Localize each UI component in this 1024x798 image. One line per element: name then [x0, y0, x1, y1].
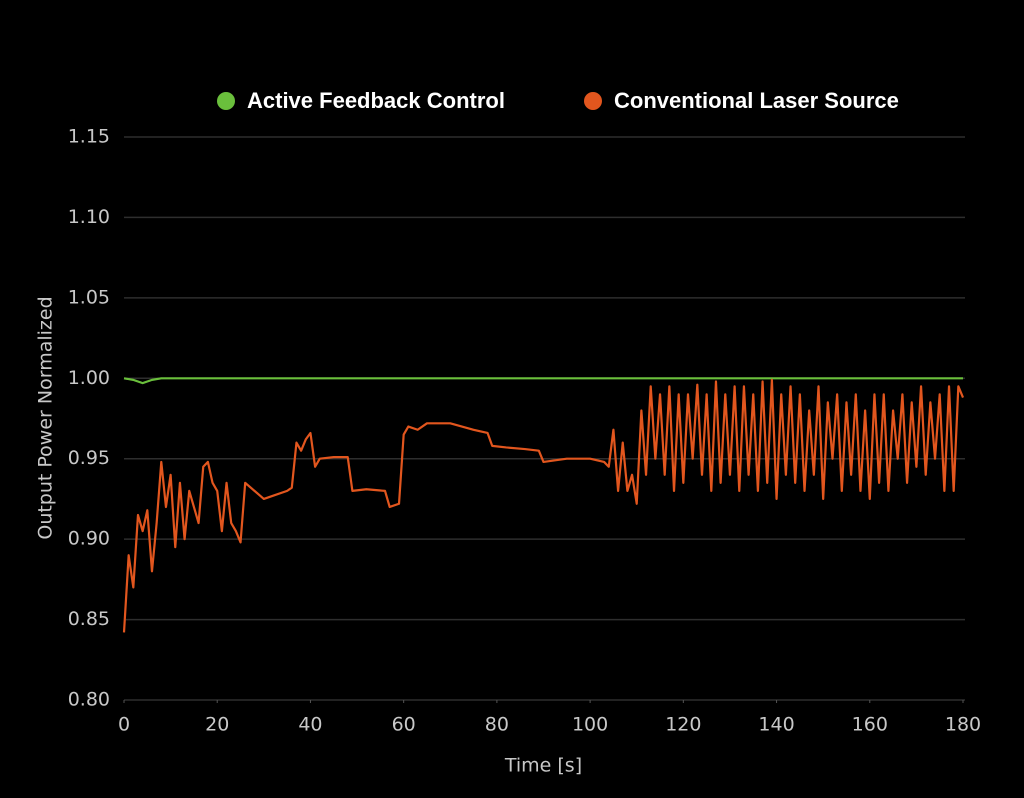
- x-axis-label: Time [s]: [504, 755, 582, 777]
- x-tick-label: 140: [758, 714, 794, 736]
- y-tick-label: 1.15: [68, 126, 110, 148]
- x-tick-label: 160: [852, 714, 888, 736]
- y-axis-label: Output Power Normalized: [35, 296, 57, 539]
- y-tick-label: 0.95: [68, 447, 110, 469]
- y-tick-label: 0.85: [68, 608, 110, 630]
- x-tick-label: 60: [392, 714, 416, 736]
- series-line: [123, 377, 963, 385]
- x-tick-label: 100: [572, 714, 608, 736]
- legend-marker: [584, 92, 602, 110]
- y-tick-label: 1.00: [68, 367, 110, 389]
- x-tick-label: 80: [485, 714, 509, 736]
- y-tick-label: 1.05: [68, 286, 110, 308]
- legend-label: Conventional Laser Source: [614, 88, 899, 113]
- x-tick-label: 0: [118, 714, 130, 736]
- x-tick-label: 120: [665, 714, 701, 736]
- y-tick-label: 0.90: [68, 528, 110, 550]
- y-tick-label: 1.10: [68, 206, 110, 228]
- x-tick-label: 20: [205, 714, 229, 736]
- x-tick-label: 180: [945, 714, 981, 736]
- y-tick-label: 0.80: [68, 689, 110, 711]
- series-line: [122, 378, 965, 633]
- legend-label: Active Feedback Control: [247, 88, 505, 113]
- x-tick-label: 40: [298, 714, 322, 736]
- legend-marker: [217, 92, 235, 110]
